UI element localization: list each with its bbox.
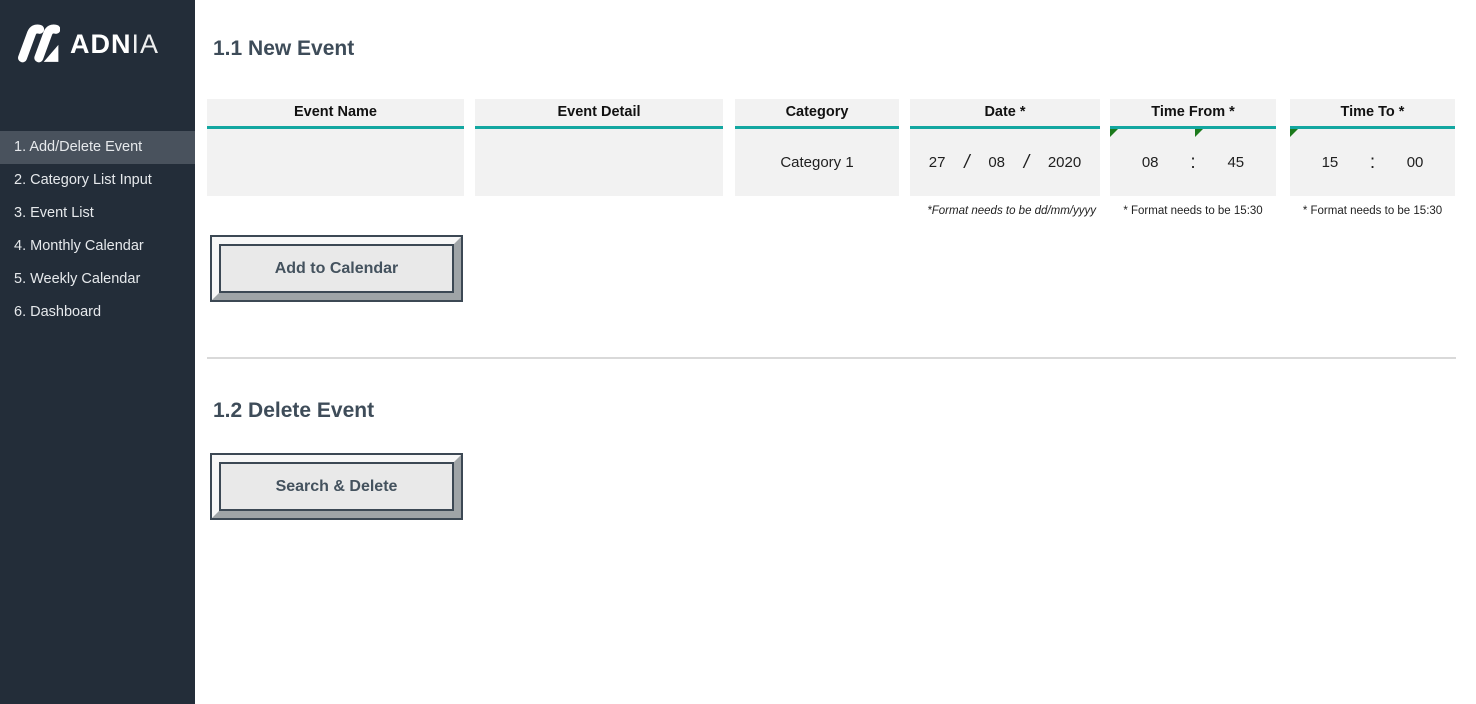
date-header: Date * <box>910 99 1100 129</box>
column-category: Category Category 1 <box>735 99 899 196</box>
date-format-note: *Format needs to be dd/mm/yyyy <box>927 205 1096 217</box>
section-divider <box>207 357 1456 359</box>
cell-comment-marker-icon <box>1290 129 1298 137</box>
time-to-format-note: * Format needs to be 15:30 <box>1302 205 1443 217</box>
sidebar-menu: 1. Add/Delete Event 2. Category List Inp… <box>0 131 195 329</box>
sidebar-item-weekly-calendar[interactable]: 5. Weekly Calendar <box>14 271 141 287</box>
adnia-logo: ADNIA <box>16 24 159 64</box>
time-from-format-note: * Format needs to be 15:30 <box>1123 205 1263 217</box>
time-to-header: Time To * <box>1290 99 1455 129</box>
sidebar-item-event-list[interactable]: 3. Event List <box>14 205 94 221</box>
column-time-to: Time To * 15 : 00 * Format needs to be 1… <box>1290 99 1455 217</box>
brand-name-light: IA <box>131 28 160 59</box>
time-from-header: Time From * <box>1110 99 1276 129</box>
date-separator: / <box>1023 151 1030 173</box>
cell-comment-marker-icon <box>1110 129 1118 137</box>
date-month-input[interactable]: 08 <box>988 154 1005 171</box>
cell-comment-marker-icon <box>1195 129 1203 137</box>
date-day-input[interactable]: 27 <box>928 154 946 171</box>
brand-name: ADNIA <box>70 29 159 60</box>
event-name-header: Event Name <box>207 99 464 129</box>
event-detail-header: Event Detail <box>475 99 723 129</box>
column-event-name: Event Name <box>207 99 464 196</box>
time-to-minute-input[interactable]: 00 <box>1406 154 1424 171</box>
brand-name-bold: ADN <box>70 28 132 59</box>
date-separator: / <box>964 151 970 173</box>
time-from-minute-input[interactable]: 45 <box>1227 154 1245 171</box>
section-title-delete-event: 1.2 Delete Event <box>213 399 375 422</box>
sidebar-item-add-delete-event[interactable]: 1. Add/Delete Event <box>0 131 195 164</box>
column-date: Date * 27 / 08 / 2020 *Format needs to b… <box>910 99 1100 217</box>
time-to-separator: : <box>1369 151 1376 173</box>
time-from-hour-input[interactable]: 08 <box>1141 154 1159 171</box>
add-to-calendar-button-label: Add to Calendar <box>219 244 454 293</box>
adnia-logo-icon <box>16 24 60 64</box>
category-header: Category <box>735 99 899 129</box>
sidebar: ADNIA 1. Add/Delete Event 2. Category Li… <box>0 0 195 704</box>
section-title-new-event: 1.1 New Event <box>213 37 355 60</box>
category-select[interactable]: Category 1 <box>735 129 899 196</box>
add-to-calendar-button[interactable]: Add to Calendar <box>210 235 463 302</box>
sidebar-item-monthly-calendar[interactable]: 4. Monthly Calendar <box>14 238 144 254</box>
sidebar-item-category-list-input[interactable]: 2. Category List Input <box>14 172 152 188</box>
time-to-hour-input[interactable]: 15 <box>1321 154 1339 171</box>
column-time-from: Time From * 08 : 45 * Format needs to be… <box>1110 99 1276 217</box>
date-year-input[interactable]: 2020 <box>1047 154 1082 171</box>
time-from-separator: : <box>1190 151 1196 173</box>
column-event-detail: Event Detail <box>475 99 723 196</box>
event-detail-input[interactable] <box>475 129 723 196</box>
search-and-delete-button-label: Search & Delete <box>219 462 454 511</box>
sidebar-item-dashboard[interactable]: 6. Dashboard <box>14 304 102 320</box>
search-and-delete-button[interactable]: Search & Delete <box>210 453 463 520</box>
event-name-input[interactable] <box>207 129 464 196</box>
